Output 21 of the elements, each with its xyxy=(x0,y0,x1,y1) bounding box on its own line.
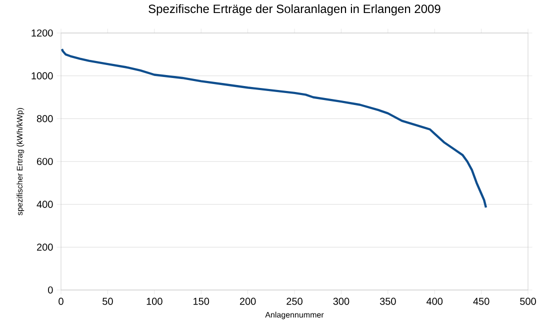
x-tick-label: 500 xyxy=(520,298,536,305)
x-tick-label: 350 xyxy=(380,298,396,305)
x-tick-label: 250 xyxy=(286,298,302,305)
x-tick-label: 450 xyxy=(473,298,490,305)
x-tick-label: 100 xyxy=(146,298,162,305)
x-tick-label: 300 xyxy=(333,298,350,305)
x-tick-label: 400 xyxy=(426,298,443,305)
x-axis-title: Anlagennummer xyxy=(265,312,324,320)
x-tick-label: 0 xyxy=(58,298,64,305)
x-tick-label: 200 xyxy=(240,298,256,305)
y-tick-label: 200 xyxy=(37,244,53,251)
y-axis-title: spezifischer Ertrag (kWh/kWp) xyxy=(16,108,24,216)
y-tick-label: 0 xyxy=(48,286,53,294)
chart-title: Spezifische Erträge der Solaranlagen in Erlangen 2009 xyxy=(148,4,440,16)
y-tick-label: 600 xyxy=(37,158,53,166)
x-tick-label: 150 xyxy=(194,298,210,305)
y-tick-label: 1200 xyxy=(32,29,53,37)
y-tick-label: 400 xyxy=(36,200,53,208)
y-tick-label: 1000 xyxy=(32,72,53,80)
x-tick-label: 50 xyxy=(102,298,113,305)
y-tick-label: 800 xyxy=(36,115,53,122)
